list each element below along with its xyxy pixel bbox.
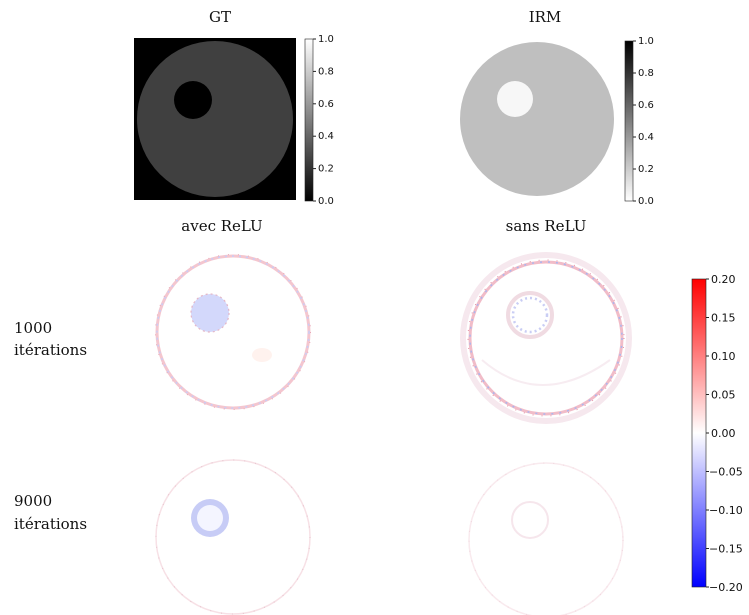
- gt-image: [134, 38, 296, 200]
- gt-tick-1.0: 1.0: [318, 34, 334, 45]
- gt-colorbar: 1.0 0.8 0.6 0.4 0.2 0.0: [304, 34, 334, 207]
- norelu-1000-image: [460, 252, 632, 424]
- panel-title-gt: GT: [209, 8, 231, 26]
- gt-tick-0.4: 0.4: [318, 131, 334, 142]
- error-colorbar-ticks: [706, 278, 709, 588]
- norelu-9000-image: [468, 462, 624, 615]
- irm-tick-0.8: 0.8: [638, 68, 654, 79]
- irm-colorbar: 1.0 0.8 0.6 0.4 0.2 0.0: [624, 36, 654, 207]
- error-colorbar: 0.20 0.15 0.10 0.05 0.00 −0.05 −0.10 −0.…: [691, 273, 743, 594]
- irm-tick-0.6: 0.6: [638, 100, 654, 111]
- error-tick-neg-0.20: −0.20: [709, 581, 743, 594]
- error-tick-0.20: 0.20: [711, 273, 736, 286]
- row-label-9000-text: itérations: [14, 515, 87, 533]
- gt-colorbar-ticks: [313, 38, 316, 202]
- error-tick-0.00: 0.00: [711, 427, 736, 440]
- relu-9000-image: [155, 459, 311, 615]
- row-label-1000-text: itérations: [14, 341, 87, 359]
- row-label-9000-number: 9000: [14, 492, 52, 510]
- irm-image: [460, 42, 614, 196]
- irm-tick-0.2: 0.2: [638, 164, 654, 175]
- irm-tick-0.4: 0.4: [638, 132, 654, 143]
- relu-1000-image: [155, 254, 311, 410]
- panel-title-norelu: sans ReLU: [506, 217, 587, 235]
- row-label-1000-number: 1000: [14, 319, 52, 337]
- gt-tick-0.2: 0.2: [318, 164, 334, 175]
- error-tick-0.15: 0.15: [711, 312, 736, 325]
- panel-title-relu: avec ReLU: [181, 217, 262, 235]
- irm-tick-0.0: 0.0: [638, 196, 654, 207]
- panel-title-irm: IRM: [529, 8, 562, 26]
- gt-tick-0.6: 0.6: [318, 99, 334, 110]
- irm-colorbar-ticks: [633, 40, 636, 202]
- error-tick-neg-0.10: −0.10: [709, 504, 743, 517]
- error-tick-0.05: 0.05: [711, 389, 736, 402]
- error-tick-neg-0.15: −0.15: [709, 543, 743, 556]
- error-tick-0.10: 0.10: [711, 350, 736, 363]
- gt-tick-0.8: 0.8: [318, 66, 334, 77]
- gt-tick-0.0: 0.0: [318, 196, 334, 207]
- error-tick-neg-0.05: −0.05: [709, 466, 743, 479]
- irm-tick-1.0: 1.0: [638, 36, 654, 47]
